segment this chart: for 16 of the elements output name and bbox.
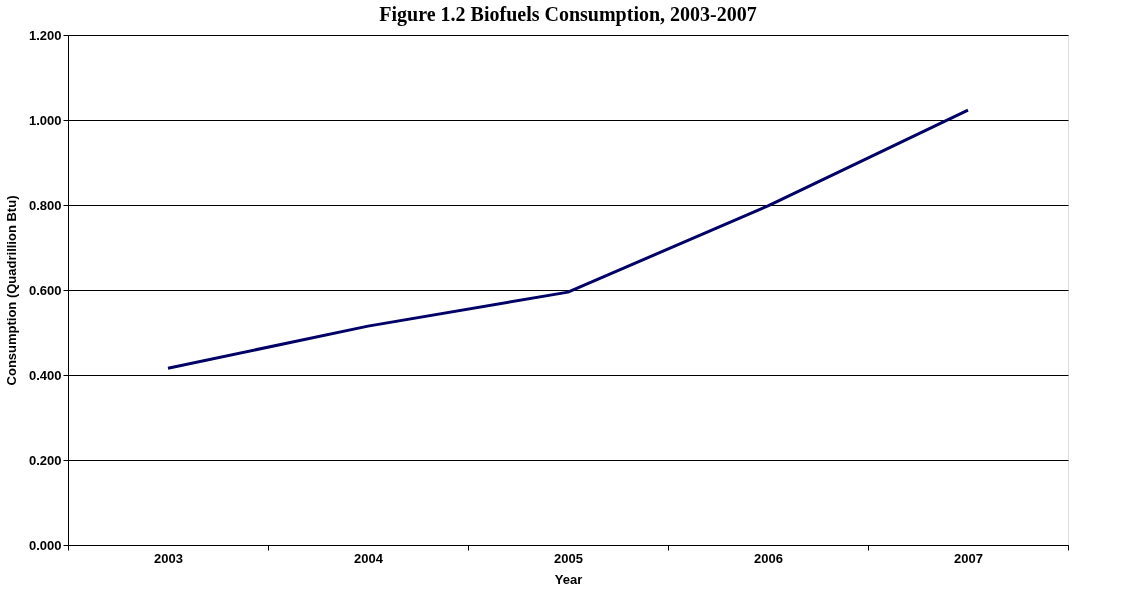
x-tick-label: 2003 xyxy=(154,550,183,566)
x-axis-title: Year xyxy=(554,571,583,587)
y-tick-label: 0.200 xyxy=(28,452,62,468)
y-tick-label: 0.400 xyxy=(28,367,62,383)
x-tick-label: 2005 xyxy=(554,550,583,566)
y-tick-label: 1.000 xyxy=(28,112,62,128)
x-tick-label: 2006 xyxy=(754,550,783,566)
y-tick-label: 1.200 xyxy=(28,27,62,43)
y-axis-title: Consumption (Quadrillion Btu) xyxy=(3,195,19,386)
y-tick-label: 0.000 xyxy=(28,537,62,553)
x-tick-label: 2004 xyxy=(354,550,384,566)
line-series xyxy=(166,108,970,370)
y-tick-label: 0.800 xyxy=(28,197,62,213)
chart-title: Figure 1.2 Biofuels Consumption, 2003-2007 xyxy=(379,3,757,26)
x-tick-label: 2007 xyxy=(954,550,983,566)
y-tick-label: 0.600 xyxy=(28,282,62,298)
